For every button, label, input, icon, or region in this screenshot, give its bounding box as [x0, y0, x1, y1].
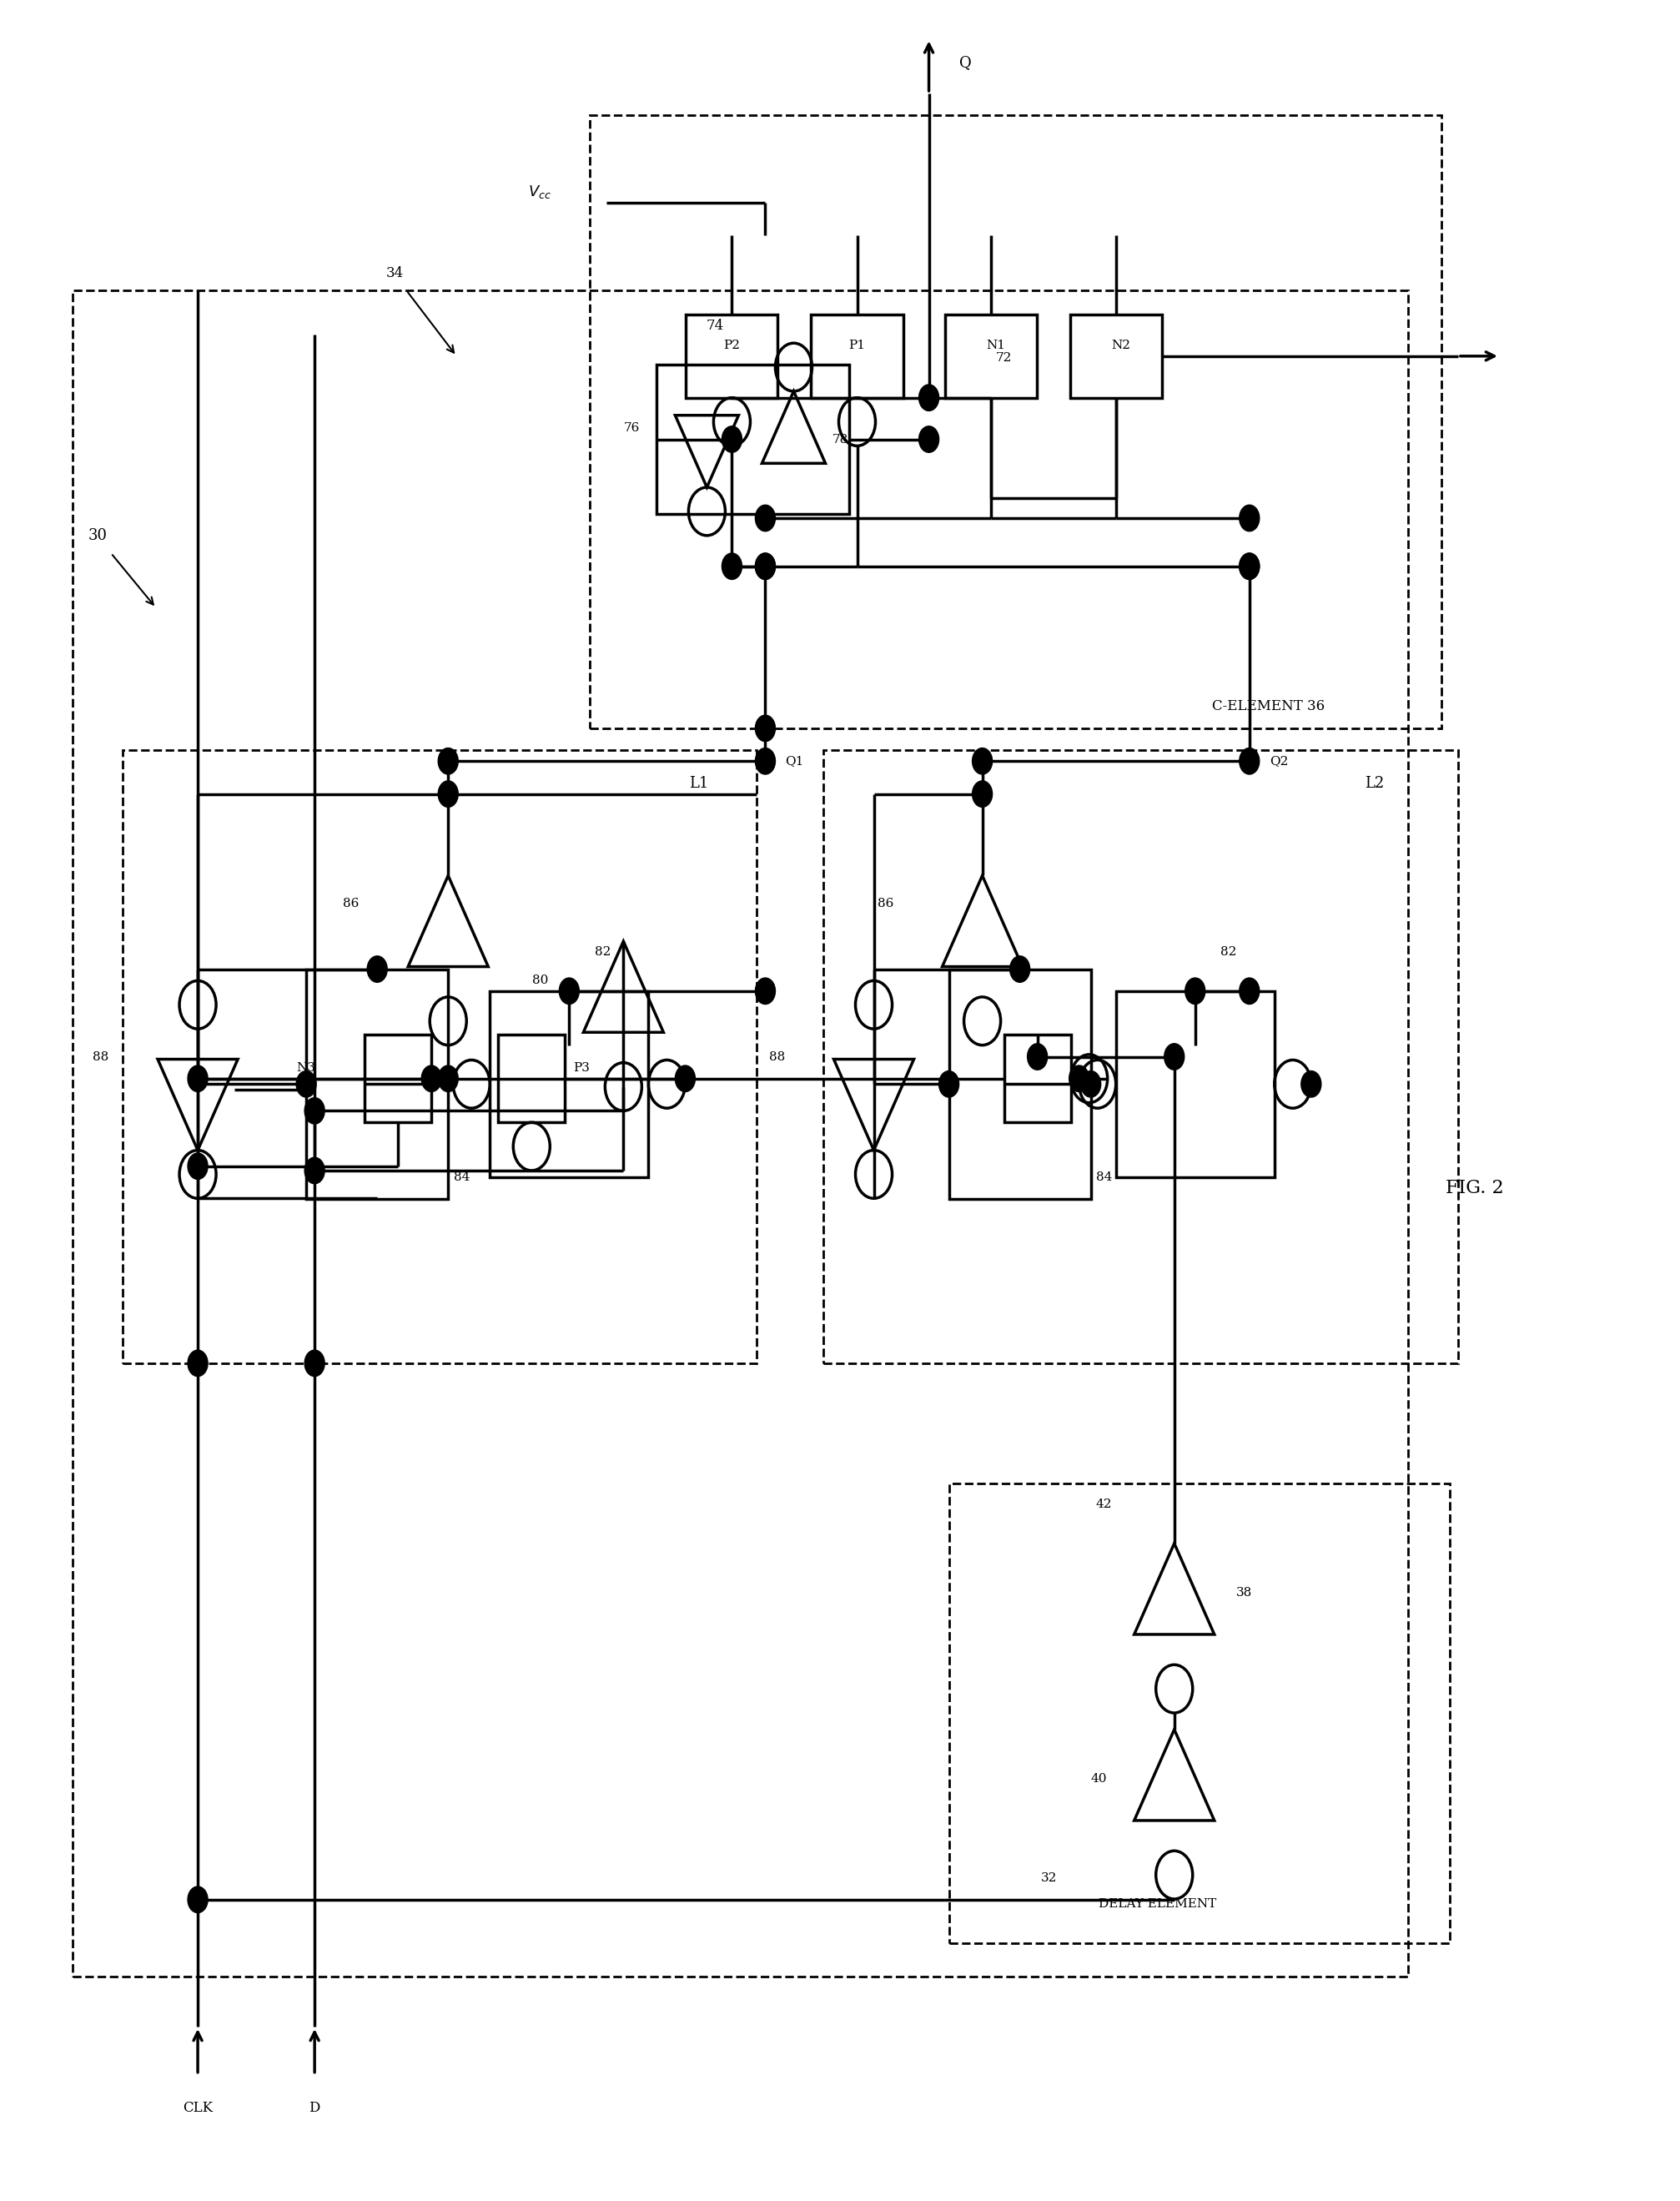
- Circle shape: [304, 1098, 324, 1125]
- Text: N2: N2: [1110, 339, 1131, 350]
- Circle shape: [1238, 748, 1258, 775]
- Bar: [306, 968, 449, 1200]
- Text: Q2: Q2: [1268, 755, 1287, 766]
- Text: 72: 72: [996, 352, 1011, 363]
- Circle shape: [754, 552, 774, 579]
- Circle shape: [675, 1065, 696, 1092]
- Circle shape: [939, 1072, 959, 1098]
- Circle shape: [366, 955, 386, 982]
- Circle shape: [1238, 552, 1258, 579]
- Text: FIG. 2: FIG. 2: [1445, 1180, 1504, 1197]
- Circle shape: [1238, 552, 1258, 579]
- Circle shape: [1010, 955, 1030, 982]
- Circle shape: [754, 552, 774, 579]
- Circle shape: [1184, 977, 1205, 1004]
- Text: 84: 84: [454, 1171, 469, 1182]
- Bar: [497, 1034, 564, 1123]
- Circle shape: [438, 1065, 459, 1092]
- Text: N1: N1: [986, 339, 1005, 350]
- Text: 82: 82: [595, 946, 610, 957]
- Text: 80: 80: [531, 975, 548, 986]
- Circle shape: [559, 977, 580, 1004]
- Circle shape: [971, 748, 991, 775]
- Circle shape: [1080, 1072, 1100, 1098]
- Text: N3: N3: [297, 1061, 316, 1074]
- Text: CLK: CLK: [183, 2100, 213, 2115]
- Circle shape: [438, 781, 459, 808]
- Bar: [72, 291, 1408, 1976]
- Text: 78: 78: [832, 434, 848, 445]
- Text: 32: 32: [1040, 1871, 1057, 1884]
- Circle shape: [754, 715, 774, 742]
- Text: 74: 74: [706, 319, 724, 332]
- Circle shape: [1164, 1043, 1184, 1070]
- Text: 76: 76: [623, 423, 640, 434]
- Text: 38: 38: [1236, 1587, 1252, 1598]
- Circle shape: [754, 504, 774, 530]
- Text: 42: 42: [1095, 1499, 1112, 1510]
- Text: 40: 40: [1090, 1774, 1107, 1785]
- Text: P3: P3: [573, 1061, 590, 1074]
- Circle shape: [1026, 1043, 1047, 1070]
- Circle shape: [188, 1349, 208, 1376]
- Bar: [123, 751, 756, 1362]
- Text: 30: 30: [87, 528, 108, 544]
- Bar: [1116, 990, 1273, 1178]
- Circle shape: [422, 1065, 442, 1092]
- Circle shape: [721, 552, 741, 579]
- Circle shape: [438, 748, 459, 775]
- Bar: [590, 114, 1441, 729]
- Bar: [811, 315, 902, 398]
- Text: 86: 86: [343, 898, 360, 909]
- Text: 84: 84: [1095, 1171, 1112, 1182]
- Circle shape: [754, 748, 774, 775]
- Text: $V_{cc}$: $V_{cc}$: [528, 183, 551, 200]
- Circle shape: [304, 1349, 324, 1376]
- Bar: [685, 315, 778, 398]
- Circle shape: [188, 1886, 208, 1913]
- Text: Q1: Q1: [785, 755, 803, 766]
- Bar: [657, 365, 848, 513]
- Circle shape: [188, 1065, 208, 1092]
- Text: P1: P1: [848, 339, 865, 350]
- Bar: [949, 1483, 1448, 1943]
- Text: L2: L2: [1364, 775, 1384, 790]
- Bar: [823, 751, 1457, 1362]
- Circle shape: [919, 385, 939, 412]
- Bar: [365, 1034, 432, 1123]
- Bar: [1003, 1034, 1070, 1123]
- Text: 34: 34: [386, 266, 403, 280]
- Text: 88: 88: [92, 1050, 109, 1063]
- Circle shape: [1238, 977, 1258, 1004]
- Text: Q: Q: [959, 55, 971, 70]
- Circle shape: [304, 1158, 324, 1184]
- Circle shape: [721, 427, 741, 453]
- Text: DELAY ELEMENT: DELAY ELEMENT: [1099, 1897, 1216, 1910]
- Text: 86: 86: [877, 898, 894, 909]
- Text: 82: 82: [1220, 946, 1236, 957]
- Bar: [1070, 315, 1161, 398]
- Text: C-ELEMENT 36: C-ELEMENT 36: [1211, 700, 1324, 713]
- Circle shape: [971, 781, 991, 808]
- Circle shape: [1068, 1065, 1089, 1092]
- Bar: [949, 968, 1090, 1200]
- Bar: [944, 315, 1037, 398]
- Circle shape: [188, 1153, 208, 1180]
- Circle shape: [1300, 1072, 1320, 1098]
- Circle shape: [1238, 504, 1258, 530]
- Text: 88: 88: [768, 1050, 785, 1063]
- Text: P2: P2: [722, 339, 739, 350]
- Circle shape: [919, 427, 939, 453]
- Circle shape: [296, 1072, 316, 1098]
- Bar: [489, 990, 648, 1178]
- Text: D: D: [309, 2100, 319, 2115]
- Circle shape: [754, 977, 774, 1004]
- Text: L1: L1: [689, 775, 707, 790]
